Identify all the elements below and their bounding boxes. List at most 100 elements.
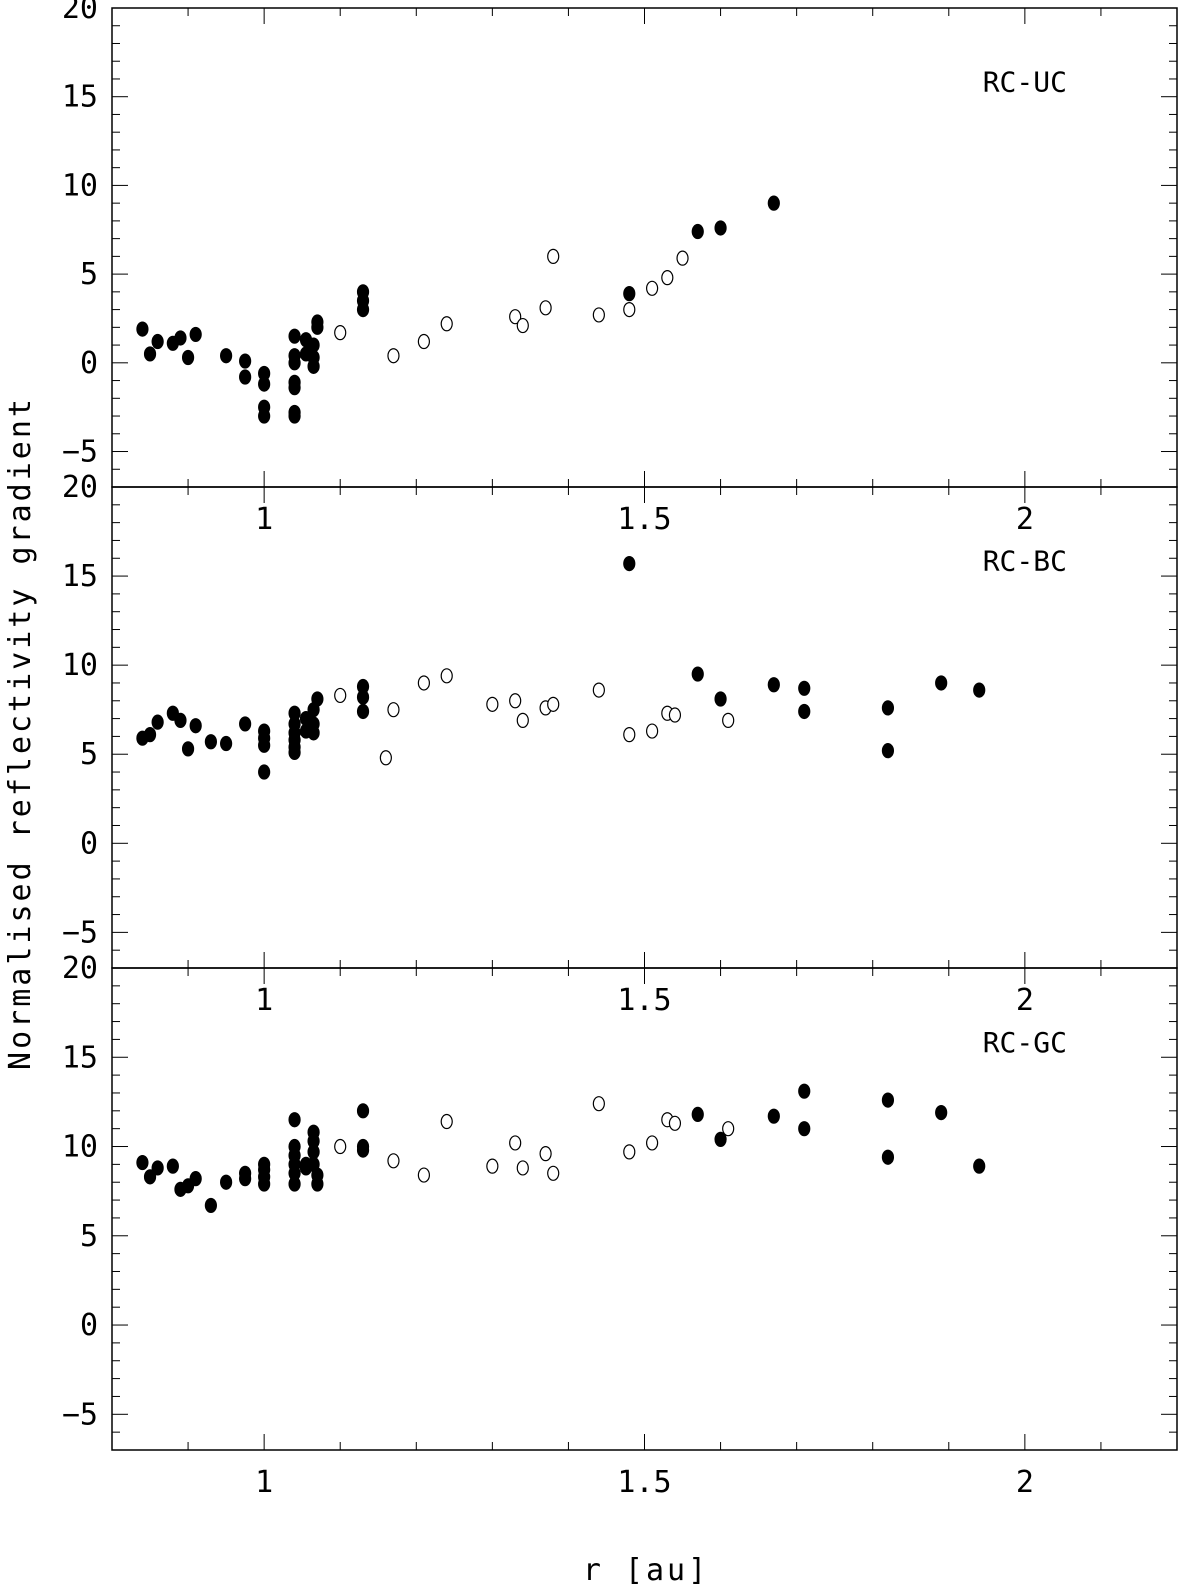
data-point-filled [798, 680, 811, 696]
data-point-filled [220, 735, 233, 752]
data-point-filled [239, 369, 252, 385]
x-tick-label: 2 [1016, 1465, 1034, 1500]
data-point-open [486, 696, 499, 712]
data-point-filled [239, 1171, 252, 1187]
x-tick-label: 1.5 [617, 983, 671, 1018]
data-point-filled [356, 301, 370, 318]
y-tick-label: 0 [80, 1308, 98, 1343]
data-point-filled [174, 330, 187, 346]
data-point-filled [691, 666, 704, 682]
y-tick-label: 15 [62, 1040, 98, 1075]
data-point-filled [973, 1158, 986, 1174]
data-point-open [516, 317, 529, 334]
data-point-open [668, 1115, 682, 1131]
data-point-open [417, 675, 430, 691]
data-point-filled [143, 1169, 157, 1185]
data-point-filled [767, 677, 780, 693]
data-point-open [722, 712, 735, 728]
data-point-filled [258, 408, 271, 424]
data-point-open [676, 250, 689, 266]
data-point-filled [181, 349, 195, 366]
data-point-filled [136, 321, 149, 337]
y-tick-label: 15 [62, 80, 98, 115]
data-point-open [646, 723, 659, 739]
data-point-open [509, 309, 522, 325]
data-point-open [387, 348, 400, 364]
data-point-open [387, 1153, 400, 1169]
data-point-filled [798, 1083, 811, 1099]
data-point-filled [220, 348, 233, 364]
data-point-open [623, 301, 636, 318]
data-point-filled [881, 700, 895, 716]
data-point-open [623, 727, 636, 743]
x-axis-title: r [au] [583, 1553, 709, 1588]
data-point-filled [691, 1106, 704, 1122]
data-point-open [623, 1144, 636, 1160]
y-tick-label: −5 [62, 915, 98, 950]
data-point-open [547, 696, 560, 712]
data-point-filled [204, 1197, 217, 1214]
data-point-open [417, 333, 430, 350]
data-point-open [722, 1121, 735, 1137]
data-point-open [440, 668, 453, 684]
data-point-filled [258, 376, 271, 392]
panel-label: RC-GC [983, 1026, 1067, 1059]
data-point-filled [935, 675, 948, 691]
data-point-filled [973, 682, 986, 698]
data-point-filled [151, 1160, 164, 1176]
y-tick-label: 10 [62, 648, 98, 683]
data-point-filled [881, 1092, 895, 1108]
data-point-filled [151, 333, 164, 350]
panel-label: RC-UC [983, 65, 1067, 98]
data-point-filled [288, 1112, 301, 1128]
data-point-filled [189, 1171, 202, 1187]
y-tick-label: 5 [80, 1219, 98, 1254]
data-point-open [547, 1165, 560, 1181]
data-point-filled [143, 346, 157, 362]
y-tick-label: 20 [62, 470, 98, 505]
data-point-filled [767, 195, 780, 211]
data-point-open [440, 1113, 453, 1130]
data-point-filled [258, 1176, 271, 1192]
x-tick-label: 1.5 [617, 1465, 671, 1500]
data-point-open [539, 300, 552, 316]
data-point-filled [174, 712, 187, 728]
data-point-filled [311, 691, 324, 707]
y-tick-label: 20 [62, 951, 98, 986]
data-point-filled [189, 326, 202, 343]
data-point-filled [136, 1154, 149, 1171]
x-tick-label: 1 [255, 502, 273, 537]
x-tick-label: 1 [255, 983, 273, 1018]
data-point-open [379, 750, 392, 766]
data-point-filled [767, 1108, 780, 1124]
data-point-filled [798, 703, 811, 720]
data-point-open [334, 687, 347, 704]
data-point-filled [181, 741, 195, 757]
data-point-open [516, 712, 529, 728]
data-point-open [592, 682, 605, 698]
y-tick-label: 0 [80, 826, 98, 861]
data-point-filled [143, 727, 157, 743]
data-point-open [387, 702, 400, 718]
data-point-open [547, 248, 560, 264]
y-tick-label: 0 [80, 346, 98, 381]
data-point-filled [258, 764, 271, 780]
data-point-filled [356, 1103, 370, 1119]
data-point-filled [288, 380, 301, 396]
data-point-filled [311, 1176, 324, 1192]
data-point-filled [714, 691, 727, 707]
panel-label: RC-BC [983, 545, 1067, 578]
data-point-open [516, 1160, 529, 1176]
data-point-open [509, 693, 522, 709]
data-point-filled [714, 1131, 727, 1147]
data-point-filled [288, 328, 301, 344]
data-point-filled [356, 703, 370, 720]
x-tick-label: 2 [1016, 983, 1034, 1018]
data-point-filled [189, 718, 202, 734]
data-point-open [334, 1138, 347, 1155]
data-point-filled [311, 319, 324, 335]
data-point-open [592, 307, 605, 323]
panel-rc-bc: −5 0 5 10 15 20 1 1.5 2 RC-BC [62, 470, 1178, 1018]
data-point-open [646, 1135, 659, 1151]
